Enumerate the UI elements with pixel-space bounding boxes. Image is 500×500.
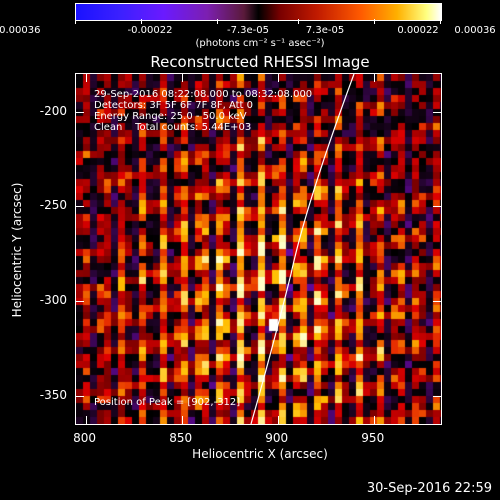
x-tick-mark bbox=[181, 416, 183, 424]
rhessi-image: 29-Sep-2016 08:22:08.000 to 08:32:08.000… bbox=[75, 73, 442, 425]
x-tick-label: 850 bbox=[169, 431, 193, 445]
y-tick-mark bbox=[76, 206, 84, 208]
colorbar bbox=[75, 3, 442, 21]
y-tick-label: -350 bbox=[39, 387, 67, 402]
x-axis-label: Heliocentric X (arcsec) bbox=[192, 447, 328, 461]
colorbar-tick-label: -7.3e-05 bbox=[227, 25, 269, 36]
y-tick-mark bbox=[433, 111, 441, 113]
y-axis-label: Heliocentric Y (arcsec) bbox=[10, 182, 24, 318]
x-tick-label: 800 bbox=[73, 431, 97, 445]
info-time: 29-Sep-2016 08:22:08.000 to 08:32:08.000 bbox=[94, 89, 313, 100]
limb-overlay bbox=[250, 74, 355, 424]
colorbar-tick-mark bbox=[374, 19, 376, 24]
info-detectors: Detectors: 3F 5F 6F 7F 8F, Att 0 bbox=[94, 100, 254, 111]
y-tick-mark bbox=[433, 206, 441, 208]
x-tick-mark bbox=[85, 416, 87, 424]
colorbar-tick-mark bbox=[75, 19, 76, 24]
info-energy: Energy Range: 25.0 - 50.0 keV bbox=[94, 111, 247, 122]
x-tick-mark bbox=[277, 74, 279, 82]
y-tick-mark bbox=[433, 301, 441, 303]
y-tick-mark bbox=[76, 111, 84, 113]
y-tick-label: -250 bbox=[39, 198, 67, 213]
x-tick-mark bbox=[277, 416, 279, 424]
colorbar-tick-label: 7.3e-05 bbox=[305, 25, 345, 36]
x-tick-mark bbox=[373, 416, 375, 424]
colorbar-tick-mark bbox=[297, 19, 299, 24]
y-tick-mark bbox=[433, 395, 441, 397]
colorbar-units: (photons cm⁻² s⁻¹ asec⁻²) bbox=[195, 38, 325, 49]
colorbar-tick-label: -0.00036 bbox=[0, 25, 41, 36]
colorbar-tick-mark bbox=[140, 19, 142, 24]
heatmap-canvas bbox=[76, 74, 441, 424]
x-tick-mark bbox=[373, 74, 375, 82]
y-tick-mark bbox=[76, 301, 84, 303]
x-tick-label: 900 bbox=[265, 431, 289, 445]
image-title: Reconstructed RHESSI Image bbox=[150, 53, 370, 71]
x-tick-mark bbox=[85, 74, 87, 82]
colorbar-tick-label: 0.00022 bbox=[397, 25, 439, 36]
x-tick-mark bbox=[181, 74, 183, 82]
colorbar-tick-mark bbox=[440, 19, 441, 24]
y-tick-mark bbox=[76, 395, 84, 397]
render-timestamp: 30-Sep-2016 22:59 bbox=[366, 481, 492, 496]
info-peak: Position of Peak = [902,-312] bbox=[94, 397, 241, 408]
colorbar-tick-mark bbox=[217, 19, 219, 24]
y-tick-label: -300 bbox=[39, 293, 67, 308]
y-tick-label: -200 bbox=[39, 103, 67, 118]
colorbar-tick-label: -0.00022 bbox=[127, 25, 173, 36]
info-clean: Clean Total counts: 5.44E+03 bbox=[94, 122, 252, 133]
colorbar-tick-label: 0.00036 bbox=[454, 25, 496, 36]
x-tick-label: 950 bbox=[361, 431, 385, 445]
solar-limb-line bbox=[250, 74, 355, 424]
